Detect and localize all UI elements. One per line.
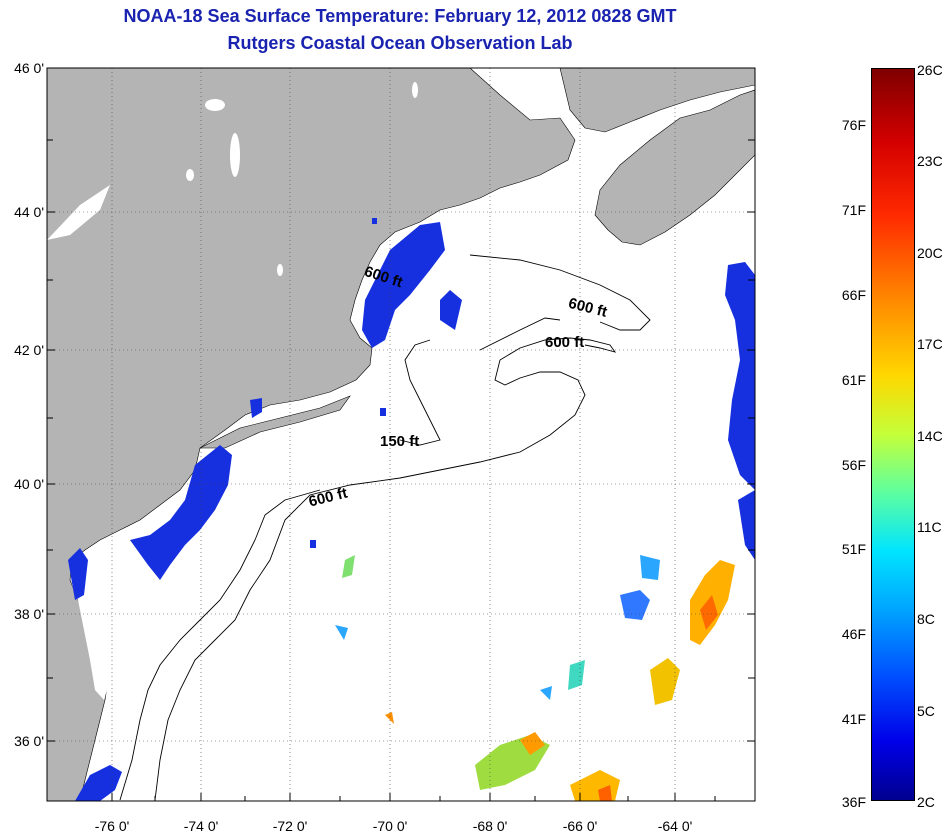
sst-cold-patches	[68, 218, 755, 801]
lon-label-68: -68 0'	[472, 818, 508, 834]
lake	[277, 264, 283, 276]
sst-warm-patches	[335, 555, 735, 801]
land-nova-scotia	[594, 89, 755, 246]
temperature-colorbar	[871, 68, 915, 801]
colorbar-f-51: 51F	[841, 541, 866, 557]
lake	[230, 133, 240, 177]
lat-label-40: 40 0'	[14, 476, 44, 492]
map-frame	[46, 67, 756, 802]
colorbar-f-61: 61F	[841, 372, 866, 388]
lat-label-42: 42 0'	[14, 342, 44, 358]
colorbar-f-41: 41F	[841, 711, 866, 727]
lon-label-66: -66 0'	[562, 818, 598, 834]
colorbar-c-11: 11C	[917, 519, 942, 535]
colorbar-f-46: 46F	[841, 626, 866, 642]
colorbar-c-14: 14C	[917, 428, 943, 444]
lake	[186, 169, 194, 181]
land-long-island	[199, 395, 351, 449]
colorbar-c-17: 17C	[917, 336, 943, 352]
colorbar-c-8: 8C	[917, 611, 935, 627]
colorbar-f-36: 36F	[841, 794, 866, 810]
colorbar-c-23: 23C	[917, 153, 943, 169]
bathymetry-contours	[119, 254, 651, 801]
colorbar-c-20: 20C	[917, 245, 943, 261]
lon-label-76: -76 0'	[94, 818, 130, 834]
colorbar-f-66: 66F	[841, 287, 866, 303]
lake	[412, 82, 418, 98]
lake	[205, 99, 225, 111]
colorbar-f-76: 76F	[841, 117, 866, 133]
lat-label-46: 46 0'	[14, 60, 44, 76]
map-title: NOAA-18 Sea Surface Temperature: Februar…	[123, 6, 677, 26]
lon-label-74: -74 0'	[183, 818, 219, 834]
lat-label-44: 44 0'	[14, 204, 44, 220]
lat-label-38: 38 0'	[14, 606, 44, 622]
colorbar-f-71: 71F	[841, 202, 866, 218]
axis-ticks	[47, 67, 755, 801]
land-new-brunswick	[559, 68, 755, 133]
colorbar-c-26: 26C	[917, 62, 943, 78]
contour-label-150: 150 ft	[380, 433, 419, 450]
contour-label-600-georges: 600 ft	[545, 334, 584, 351]
lon-label-72: -72 0'	[272, 818, 308, 834]
colorbar-c-5: 5C	[917, 703, 935, 719]
lon-label-70: -70 0'	[372, 818, 408, 834]
lon-label-64: -64 0'	[657, 818, 693, 834]
map-subtitle: Rutgers Coastal Ocean Observation Lab	[227, 33, 573, 53]
lat-label-36: 36 0'	[14, 733, 44, 749]
colorbar-c-2: 2C	[917, 794, 935, 810]
colorbar-f-56: 56F	[841, 457, 866, 473]
lake-champlain-shore	[47, 185, 110, 240]
